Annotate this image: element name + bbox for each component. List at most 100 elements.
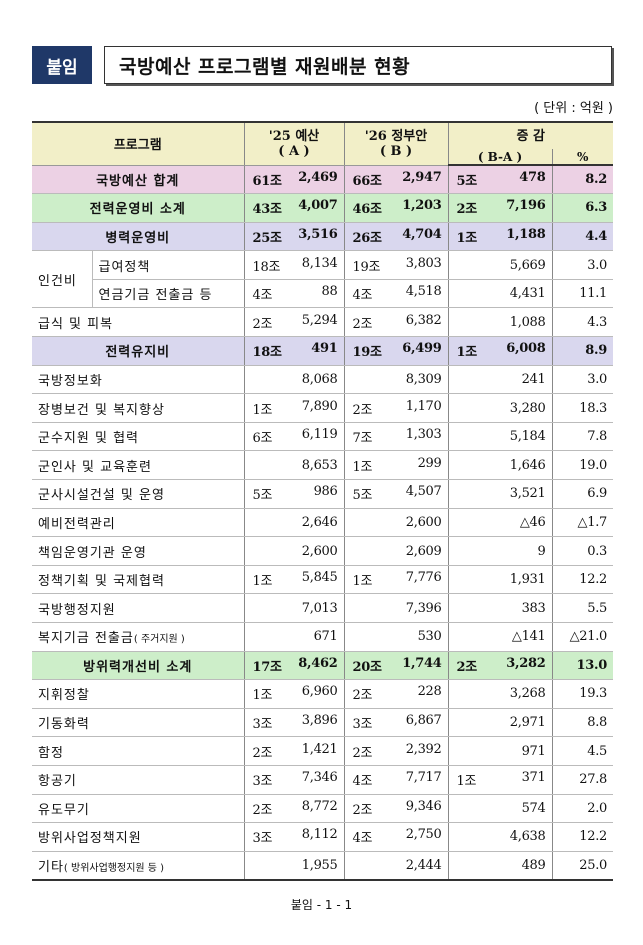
attachment-badge: 붙임 [32,46,92,84]
header-col-b: '26 정부안( B ) [343,122,448,166]
value-2026: 4조 7,717 [343,765,448,795]
value-pct: 27.8 [551,765,614,795]
value-diff: 5,184 [447,422,552,452]
header-pct: % [551,149,614,166]
row-label: 군수지원 및 협력 [32,422,244,452]
category-personnel: 인건비 [32,250,93,309]
table-row: 국방정보화 8,068 8,309 241 3.0 [32,365,614,395]
value-pct: △21.0 [551,622,614,652]
value-2025: 18조 491 [243,336,344,366]
row-label: 복지기금 전출금( 주거지원 ) [32,622,244,652]
row-label: 군사시설건설 및 운영 [32,479,244,509]
table-row: 국방행정지원 7,013 7,396 383 5.5 [32,593,614,623]
value-diff: 1,931 [447,565,552,595]
value-diff: 574 [447,794,552,824]
row-label: 항공기 [32,765,244,795]
value-2025: 2조 5,294 [243,307,344,338]
value-diff: △141 [447,622,552,652]
value-2025: 3조 3,896 [243,708,344,738]
value-2026: 7,396 [343,593,448,623]
row-salary: 인건비 급여정책 18조 8,134 19조 3,803 5,669 3.0 [32,250,614,309]
row-label: 함정 [32,736,244,766]
value-2026: 2,600 [343,508,448,538]
value-2025: 1,955 [243,851,344,881]
value-2025: 6조 6,119 [243,422,344,452]
value-diff: 3,280 [447,393,552,423]
value-pct: △1.7 [551,508,614,538]
value-2026: 1조 299 [343,450,448,481]
row-label: 방위사업정책지원 [32,822,244,852]
row-label: 정책기획 및 국제협력 [32,565,244,595]
value-2025: 8,068 [243,365,344,395]
row-label: 급여정책 [91,250,244,280]
value-diff: △46 [447,508,552,538]
value-2025: 8,653 [243,450,344,481]
table-row: 기동화력 3조 3,896 3조 6,867 2,971 8.8 [32,708,614,738]
value-pct: 8.9 [551,336,614,366]
budget-table: 프로그램 '25 예산( A ) '26 정부안( B ) 증 감 ( B-A … [32,121,614,881]
value-2025: 25조 3,516 [243,222,344,252]
table-row: 군수지원 및 협력 6조 6,119 7조 1,303 5,184 7.8 [32,422,614,452]
row-troop: 병력운영비 25조 3,516 26조 4,704 1조 1,188 4.4 [32,222,614,252]
value-diff: 1,088 [447,307,552,338]
value-2026: 46조 1,203 [343,193,448,223]
value-diff: 3,521 [447,479,552,509]
header-diff: 증 감 [447,122,614,149]
unit-note: ( 단위 : 억원 ) [534,101,613,116]
value-pct: 4.4 [551,222,614,252]
value-2025: 61조 2,469 [243,165,344,195]
table-header-row: 프로그램 '25 예산( A ) '26 정부안( B ) 증 감 [32,122,614,166]
value-diff: 971 [447,736,552,766]
value-diff: 1조 371 [447,765,552,795]
header-col-a: '25 예산( A ) [243,122,344,166]
table-row: 방위사업정책지원 3조 8,112 4조 2,750 4,638 12.2 [32,822,614,852]
row-label: 지휘정찰 [32,679,244,709]
value-2025: 18조 8,134 [243,250,344,280]
row-label: 연금기금 전출금 등 [91,279,244,309]
page-title: 국방예산 프로그램별 재원배분 현황 [104,46,612,84]
value-2025: 1조 7,890 [243,393,344,423]
value-diff: 383 [447,593,552,623]
value-diff: 1,646 [447,450,552,481]
value-2026: 5조 4,507 [343,479,448,509]
row-label: 기타( 방위사업행정지원 등 ) [32,851,244,881]
value-2026: 2조 228 [343,679,448,709]
value-pct: 6.9 [551,479,614,509]
value-2025: 2,646 [243,508,344,538]
row-label: 병력운영비 [32,222,244,252]
table-row: 군사시설건설 및 운영 5조 986 5조 4,507 3,521 6.9 [32,479,614,509]
row-label: 급식 및 피복 [32,307,244,338]
table-row: 유도무기 2조 8,772 2조 9,346 574 2.0 [32,794,614,824]
value-pct: 12.2 [551,822,614,852]
value-2026: 7조 1,303 [343,422,448,452]
row-label: 전력운영비 소계 [32,193,244,223]
value-2025: 5조 986 [243,479,344,509]
value-2025: 2,600 [243,536,344,566]
table-row: 복지기금 전출금( 주거지원 ) 671 530 △141 △21.0 [32,622,614,652]
value-diff: 2조 7,196 [447,193,552,223]
row-label: 예비전력관리 [32,508,244,538]
value-pct: 8.8 [551,708,614,738]
value-2026: 2,444 [343,851,448,881]
row-label: 방위력개선비 소계 [32,651,244,681]
value-diff: 5조 478 [447,165,552,195]
row-label: 국방행정지원 [32,593,244,623]
value-2025: 43조 4,007 [243,193,344,223]
value-pct: 19.3 [551,679,614,709]
value-2026: 8,309 [343,365,448,395]
value-2026: 66조 2,947 [343,165,448,195]
value-2026: 1조 7,776 [343,565,448,595]
value-diff: 4,431 [447,279,552,309]
value-2025: 671 [243,622,344,652]
value-diff: 1조 1,188 [447,222,552,252]
value-pct: 2.0 [551,794,614,824]
table-row: 정책기획 및 국제협력 1조 5,845 1조 7,776 1,931 12.2 [32,565,614,595]
value-2026: 4조 4,518 [343,279,448,309]
row-label: 국방예산 합계 [32,165,244,195]
value-2026: 20조 1,744 [343,651,448,681]
value-pct: 19.0 [551,450,614,481]
header-program: 프로그램 [32,122,244,166]
value-2025: 3조 8,112 [243,822,344,852]
row-label: 군인사 및 교육훈련 [32,450,244,481]
title-bar: 붙임 국방예산 프로그램별 재원배분 현황 [32,46,612,84]
